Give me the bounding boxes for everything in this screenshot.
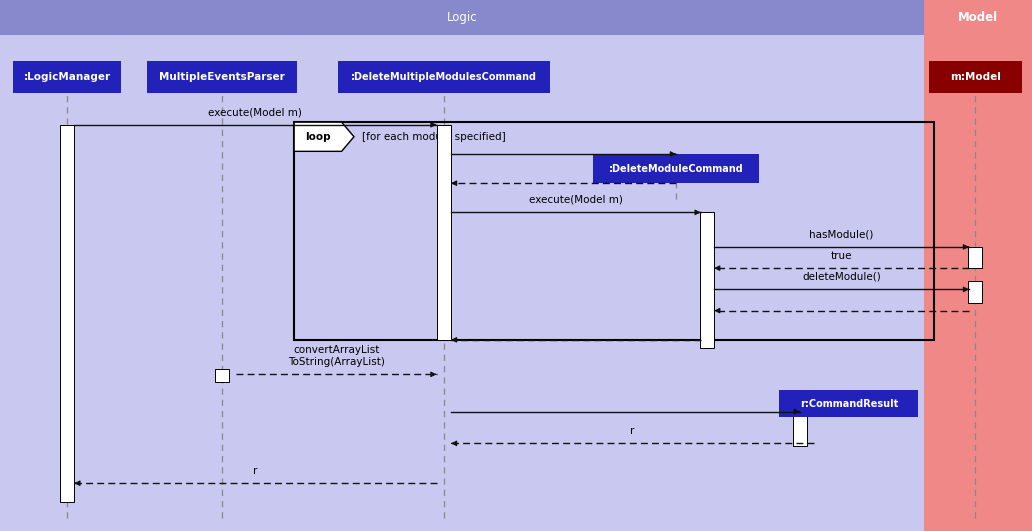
Bar — [779, 390, 918, 417]
Text: Model: Model — [958, 11, 998, 24]
Bar — [294, 122, 934, 340]
Text: hasModule(): hasModule() — [809, 229, 874, 239]
Text: convertArrayList
ToString(ArrayList): convertArrayList ToString(ArrayList) — [288, 345, 385, 367]
Text: MultipleEventsParser: MultipleEventsParser — [159, 72, 285, 82]
Bar — [929, 61, 1022, 93]
Text: deleteModule(): deleteModule() — [802, 272, 881, 282]
Bar — [968, 281, 982, 303]
Bar — [793, 412, 807, 446]
Text: r: r — [631, 426, 635, 436]
Bar — [924, 0, 1032, 35]
Text: r: r — [253, 466, 258, 476]
Text: :DeleteModuleCommand: :DeleteModuleCommand — [609, 164, 743, 174]
Bar — [215, 369, 229, 382]
Text: execute(Model m): execute(Model m) — [208, 107, 302, 117]
Bar — [338, 61, 549, 93]
Bar — [700, 212, 714, 348]
Text: :LogicManager: :LogicManager — [24, 72, 110, 82]
Text: m:Model: m:Model — [949, 72, 1001, 82]
Bar — [0, 0, 924, 35]
Bar — [0, 0, 924, 531]
Text: true: true — [831, 251, 852, 261]
Bar — [60, 125, 74, 502]
Text: [for each module specified]: [for each module specified] — [362, 132, 506, 142]
Text: :DeleteMultipleModulesCommand: :DeleteMultipleModulesCommand — [351, 72, 537, 82]
Text: execute(Model m): execute(Model m) — [529, 195, 622, 205]
Text: r:CommandResult: r:CommandResult — [800, 399, 898, 408]
Bar — [968, 247, 982, 268]
Text: Logic: Logic — [447, 11, 477, 24]
Bar — [924, 0, 1032, 531]
Bar — [13, 61, 122, 93]
Bar — [593, 154, 759, 183]
Polygon shape — [294, 122, 354, 151]
Bar — [437, 125, 451, 340]
Text: loop: loop — [305, 132, 330, 142]
Bar — [147, 61, 296, 93]
